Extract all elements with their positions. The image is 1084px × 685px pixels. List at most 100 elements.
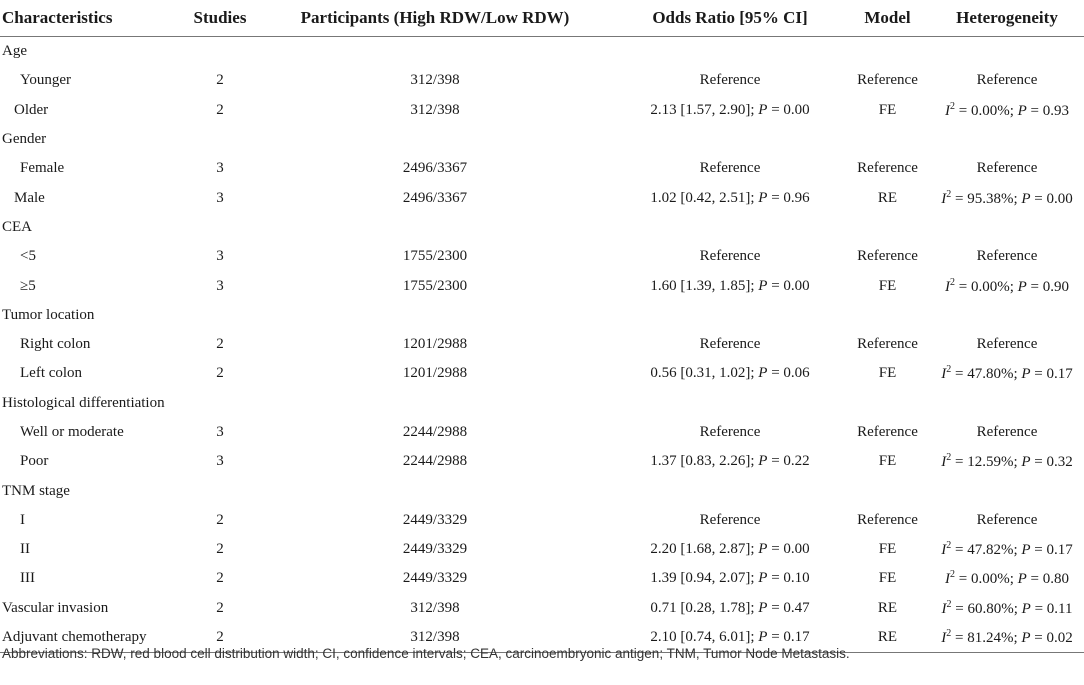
- cell-model: RE: [845, 622, 930, 654]
- cell-participants: 312/398: [410, 599, 460, 616]
- cell-participants: 2244/2988: [402, 453, 468, 470]
- cell-model: Reference: [857, 72, 918, 89]
- cell-characteristic: II: [20, 541, 30, 558]
- cell-participants: [255, 301, 615, 330]
- cell-heterogeneity: Reference: [976, 248, 1038, 265]
- cell-studies: 2: [216, 336, 224, 353]
- cell-heterogeneity: [930, 125, 1084, 154]
- subgroup-analysis-table: Characteristics Studies Participants (Hi…: [0, 0, 1084, 654]
- cell-participants: [255, 125, 615, 154]
- cell-participants: 1201/2988: [402, 336, 468, 353]
- cell-studies: 3: [216, 189, 224, 206]
- table-row: ≥5 3 1755/2300 1.60 [1.39, 1.85]; P = 0.00 F…: [0, 271, 1084, 300]
- cell-characteristic: Gender: [2, 131, 47, 148]
- cell-characteristic: Well or moderate: [20, 424, 124, 440]
- cell-odds-ratio: [615, 476, 845, 505]
- cell-characteristic: I: [20, 511, 25, 528]
- header-characteristics: Characteristics: [0, 0, 185, 37]
- cell-heterogeneity: Reference: [976, 72, 1038, 89]
- table-group-row: Gender: [0, 125, 1084, 154]
- cell-odds-ratio: Reference: [699, 160, 761, 177]
- cell-participants: 2496/3367: [402, 160, 468, 177]
- cell-participants: 2449/3329: [402, 511, 468, 528]
- cell-model: FE: [878, 101, 897, 118]
- cell-participants: 312/398: [255, 622, 615, 654]
- cell-participants: 2449/3329: [402, 541, 468, 558]
- header-participants: Participants (High RDW/Low RDW): [255, 0, 615, 37]
- cell-studies: 3: [216, 453, 224, 470]
- cell-odds-ratio: [615, 125, 845, 154]
- cell-heterogeneity: I2 = 95.38%; P = 0.00: [941, 188, 1073, 207]
- cell-heterogeneity: Reference: [976, 160, 1038, 177]
- cell-heterogeneity: I2 = 60.80%; P = 0.11: [941, 598, 1073, 617]
- cell-model: FE: [878, 570, 897, 587]
- table-row: I 2 2449/3329 Reference Reference Reference: [0, 506, 1084, 535]
- cell-characteristic: CEA: [2, 218, 32, 235]
- header-heterogeneity: Heterogeneity: [930, 0, 1084, 37]
- cell-characteristic: Older: [14, 101, 49, 118]
- cell-participants: 312/398: [410, 72, 460, 89]
- header-odds-ratio: Odds Ratio [95% CI]: [615, 0, 845, 37]
- cell-odds-ratio: 0.56 [0.31, 1.02]; P = 0.06: [650, 365, 810, 382]
- cell-odds-ratio: 1.02 [0.42, 2.51]; P = 0.96: [650, 189, 810, 206]
- cell-heterogeneity: [930, 213, 1084, 242]
- cell-studies: 2: [216, 511, 224, 528]
- table-group-row: Adjuvant chemotherapy 2 312/398 2.10 [0.74,…: [0, 622, 1084, 654]
- cell-model: [845, 125, 930, 154]
- cell-characteristic: Female: [20, 160, 65, 177]
- cell-participants: 2449/3329: [402, 570, 468, 587]
- cell-heterogeneity: [930, 389, 1084, 418]
- cell-studies: [185, 301, 255, 330]
- cell-heterogeneity: I2 = 12.59%; P = 0.32: [941, 452, 1073, 471]
- cell-characteristic: <5: [20, 248, 36, 265]
- cell-model: [845, 37, 930, 67]
- cell-heterogeneity: I2 = 0.00%; P = 0.90: [944, 276, 1069, 295]
- table-row: Left colon 2 1201/2988 0.56 [0.31, 1.02]; P…: [0, 359, 1084, 388]
- cell-model: [845, 301, 930, 330]
- cell-odds-ratio: Reference: [699, 424, 761, 440]
- header-studies: Studies: [185, 0, 255, 37]
- table-header-row: Characteristics Studies Participants (Hi…: [0, 0, 1084, 37]
- cell-heterogeneity: Reference: [976, 424, 1038, 440]
- table-body: Age Younger 2 312/398 Reference Reference Refe…: [0, 37, 1084, 654]
- cell-studies: 2: [216, 72, 224, 89]
- cell-participants: 1201/2988: [402, 365, 468, 382]
- table-group-row: CEA: [0, 213, 1084, 242]
- table-row: <5 3 1755/2300 Reference Reference Reference: [0, 242, 1084, 271]
- cell-odds-ratio: [615, 213, 845, 242]
- cell-studies: 2: [216, 365, 224, 382]
- cell-odds-ratio: [615, 389, 845, 418]
- cell-studies: 2: [216, 101, 224, 118]
- table-group-row: Histological differentiation: [0, 389, 1084, 418]
- cell-odds-ratio: 1.39 [0.94, 2.07]; P = 0.10: [650, 570, 810, 587]
- cell-odds-ratio: Reference: [699, 336, 761, 353]
- cell-heterogeneity: [930, 37, 1084, 67]
- table-row: Poor 3 2244/2988 1.37 [0.83, 2.26]; P = 0.2…: [0, 447, 1084, 476]
- cell-odds-ratio: 2.13 [1.57, 2.90]; P = 0.00: [650, 101, 810, 118]
- cell-characteristic: Left colon: [20, 365, 83, 382]
- cell-odds-ratio: 1.37 [0.83, 2.26]; P = 0.22: [650, 453, 810, 470]
- cell-heterogeneity: I2 = 0.00%; P = 0.93: [944, 100, 1069, 119]
- cell-studies: 3: [216, 248, 224, 265]
- cell-characteristic: Histological differentiation: [2, 394, 165, 411]
- table-footnote: Abbreviations: RDW, red blood cell distr…: [2, 646, 850, 661]
- cell-participants: 1755/2300: [402, 248, 468, 265]
- cell-studies: [185, 476, 255, 505]
- cell-characteristic: Younger: [20, 72, 71, 89]
- cell-odds-ratio: Reference: [699, 511, 761, 528]
- table-row: Right colon 2 1201/2988 Reference Reference R…: [0, 330, 1084, 359]
- cell-model: Reference: [857, 424, 918, 440]
- cell-model: Reference: [857, 160, 918, 177]
- cell-studies: [185, 37, 255, 67]
- cell-odds-ratio: 0.71 [0.28, 1.78]; P = 0.47: [650, 599, 810, 616]
- cell-model: FE: [878, 541, 897, 558]
- cell-model: RE: [877, 599, 898, 616]
- cell-studies: [185, 389, 255, 418]
- header-model: Model: [845, 0, 930, 37]
- cell-characteristic: TNM stage: [2, 482, 70, 499]
- cell-model: FE: [878, 365, 897, 382]
- cell-odds-ratio: 2.20 [1.68, 2.87]; P = 0.00: [650, 541, 810, 558]
- cell-model: [845, 213, 930, 242]
- cell-characteristic: ≥5: [20, 277, 36, 294]
- table-row: Younger 2 312/398 Reference Reference Referen…: [0, 66, 1084, 95]
